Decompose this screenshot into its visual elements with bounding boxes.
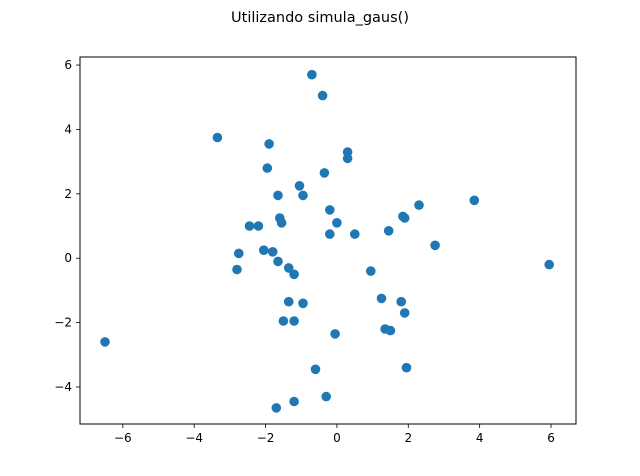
data-point [319, 168, 330, 178]
data-point [544, 259, 554, 270]
data-point [332, 218, 342, 228]
data-point [342, 153, 353, 164]
y-tick-label: 0 [64, 251, 72, 265]
data-point [259, 245, 269, 255]
data-point [385, 325, 396, 336]
data-point [469, 195, 480, 206]
x-tick-label: 2 [404, 431, 412, 445]
data-point [262, 163, 273, 173]
data-point [321, 391, 332, 402]
data-point [244, 221, 255, 231]
data-point [232, 264, 242, 275]
data-point [414, 200, 424, 210]
y-tick-label: −4 [54, 380, 72, 394]
data-point [325, 205, 335, 215]
data-point [283, 296, 294, 307]
data-point [376, 293, 387, 304]
data-point [298, 298, 308, 309]
data-point [350, 229, 360, 239]
data-point [100, 337, 110, 347]
data-point [294, 181, 305, 191]
points-layer [100, 69, 554, 413]
data-point [399, 308, 410, 318]
data-point [273, 190, 283, 201]
data-point [289, 269, 299, 280]
data-point [234, 248, 244, 259]
data-point [430, 240, 440, 251]
y-tick-label: 6 [64, 58, 72, 72]
data-point [366, 266, 376, 276]
data-point [278, 316, 289, 326]
data-point [253, 221, 264, 231]
x-tick-label: 0 [333, 431, 341, 445]
data-point [212, 132, 223, 143]
y-tick-label: −2 [54, 316, 72, 330]
x-tick-label: 4 [476, 431, 484, 445]
y-tick-label: 4 [64, 122, 72, 136]
x-tick-label: 6 [547, 431, 555, 445]
data-point [271, 403, 282, 413]
data-point [401, 362, 412, 373]
x-tick-label: −6 [114, 431, 132, 445]
data-point [276, 218, 287, 228]
x-tick-label: −4 [185, 431, 203, 445]
data-point [325, 229, 335, 239]
data-point [310, 364, 321, 375]
data-point [283, 263, 294, 273]
data-point [267, 247, 278, 257]
data-point [289, 396, 299, 407]
data-point [298, 190, 308, 201]
data-point [307, 69, 317, 80]
data-point [396, 296, 407, 307]
x-axis: −6 −4 −2 0 2 4 6 [114, 424, 555, 445]
chart-title: Utilizando simula_gaus() [231, 10, 409, 26]
data-point [399, 213, 410, 223]
data-point [383, 226, 394, 236]
data-point [330, 329, 340, 339]
axes-frame [79, 56, 577, 425]
data-point [264, 139, 274, 149]
x-tick-label: −2 [257, 431, 275, 445]
y-axis: −4 −2 0 2 4 6 [54, 58, 80, 394]
data-point [289, 316, 299, 326]
y-tick-label: 2 [64, 187, 72, 201]
data-point [273, 256, 283, 267]
data-point [317, 90, 328, 101]
